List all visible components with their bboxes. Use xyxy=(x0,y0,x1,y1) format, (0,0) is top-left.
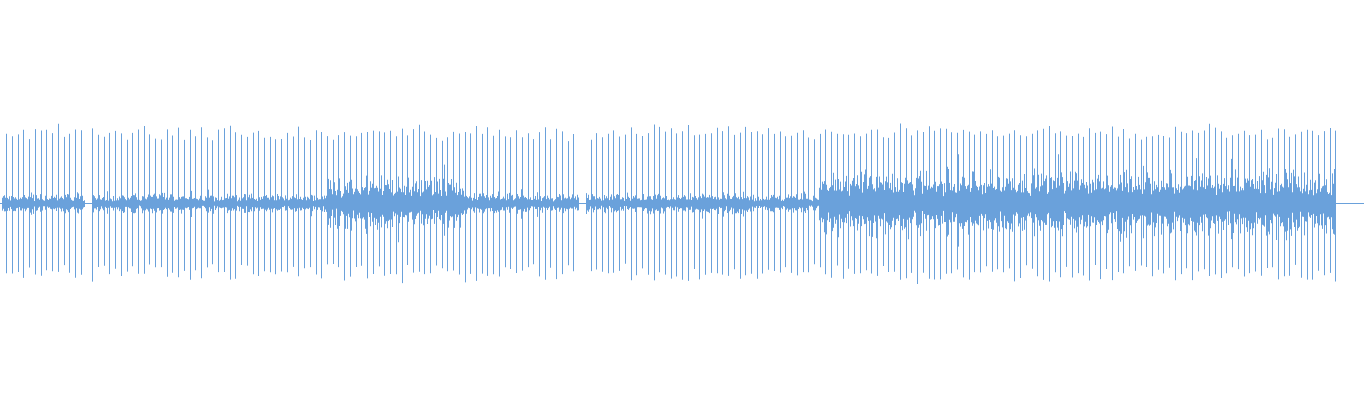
waveform-samples xyxy=(2,123,1336,284)
waveform-trace xyxy=(2,123,1336,284)
